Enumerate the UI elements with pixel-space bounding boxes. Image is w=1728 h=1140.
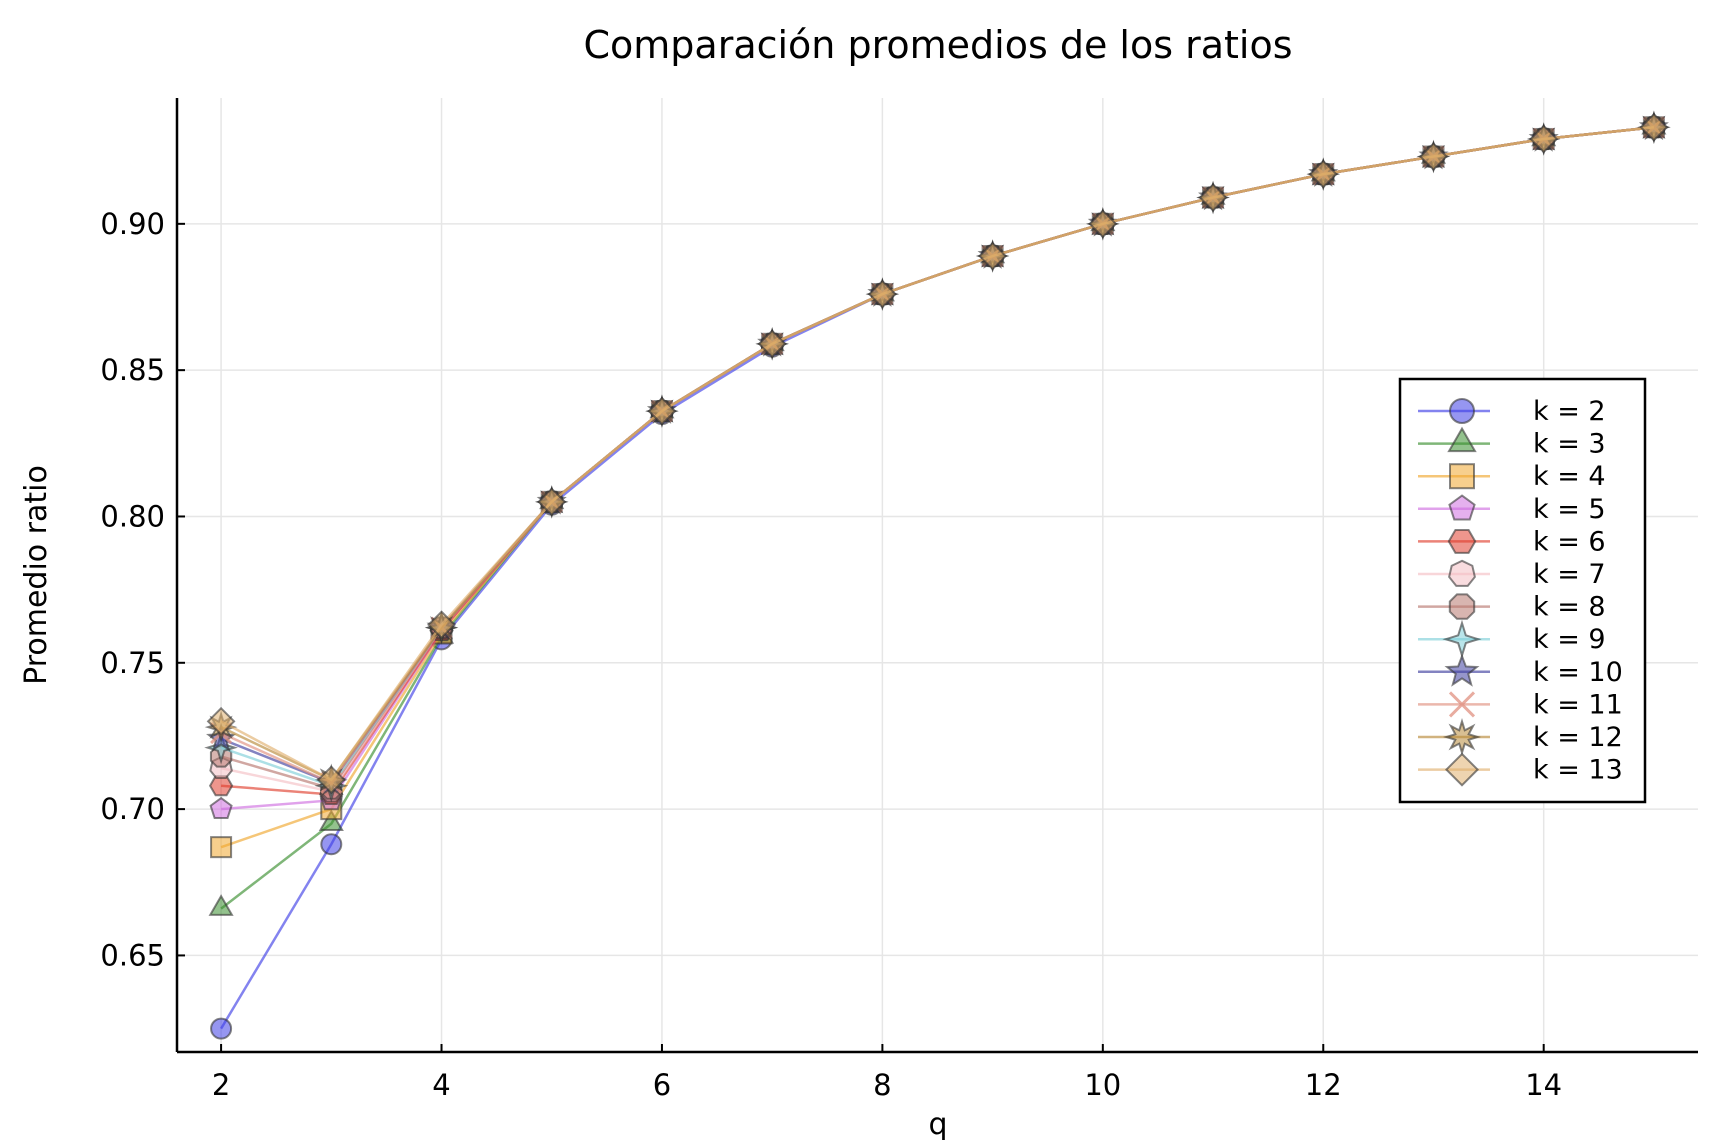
legend-label: k = 3 [1533, 429, 1606, 460]
legend-entry: k = 10 [1418, 653, 1623, 688]
x-ticks: 2 4 6 8 10 12 14 [212, 1044, 1562, 1102]
y-tick-label: 0.70 [100, 792, 165, 826]
legend-entry: k = 9 [1418, 619, 1606, 659]
data-point [318, 809, 344, 831]
data-point [757, 329, 787, 359]
data-point [320, 833, 343, 856]
y-axis-title: Promedio ratio [19, 465, 54, 685]
legend-label: k = 13 [1533, 755, 1623, 786]
x-tick-label: 8 [873, 1068, 891, 1102]
data-point [647, 396, 677, 426]
legend-entry: k = 11 [1418, 689, 1623, 720]
legend-marker [1444, 653, 1480, 687]
legend-marker [1448, 691, 1476, 718]
legend-entry: k = 13 [1418, 752, 1623, 787]
legend-label: k = 10 [1533, 657, 1623, 688]
legend-label: k = 5 [1533, 494, 1606, 525]
y-tick-label: 0.80 [100, 499, 165, 533]
legend-entry: k = 4 [1418, 461, 1606, 492]
legend-box [1398, 377, 1647, 804]
legend-label: k = 7 [1533, 559, 1606, 590]
legend-label: k = 11 [1533, 689, 1623, 720]
legend-marker [1448, 494, 1476, 521]
series-line [220, 126, 1655, 782]
x-tick-label: 6 [653, 1068, 671, 1102]
legend-marker [1447, 426, 1477, 453]
y-tick-label: 0.85 [100, 353, 165, 387]
x-tick-label: 10 [1084, 1068, 1121, 1102]
series-12 [206, 112, 1669, 795]
legend-marker [1449, 463, 1475, 490]
legend-marker [1448, 593, 1476, 620]
legend: k = 2k = 3k = 4k = 5k = 6k = 7k = 8k = 9… [1398, 377, 1647, 804]
legend-label: k = 8 [1533, 592, 1606, 623]
legend-label: k = 12 [1533, 722, 1623, 753]
y-tick-label: 0.65 [100, 938, 165, 972]
x-axis-title: q [928, 1107, 947, 1140]
legend-label: k = 9 [1533, 624, 1606, 655]
data-point [1198, 183, 1228, 212]
data-point [210, 836, 233, 859]
data-point [537, 487, 567, 517]
legend-marker [1449, 398, 1475, 424]
legend-entry: k = 12 [1418, 718, 1623, 756]
series-layer [204, 110, 1671, 1040]
legend-entry: k = 8 [1418, 592, 1606, 623]
legend-entry: k = 2 [1418, 396, 1606, 427]
data-point [210, 1017, 233, 1040]
y-ticks: 0.65 0.70 0.75 0.80 0.85 0.90 [100, 207, 185, 972]
data-point [208, 894, 234, 916]
axes [175, 98, 1698, 1054]
data-point [316, 765, 346, 795]
x-tick-label: 2 [212, 1068, 230, 1102]
legend-marker [1444, 752, 1480, 787]
data-point [427, 610, 456, 640]
data-point [867, 279, 897, 309]
legend-marker [1448, 559, 1476, 587]
data-point [209, 796, 233, 820]
legend-entry: k = 3 [1418, 426, 1606, 460]
data-point [1088, 209, 1118, 239]
legend-label: k = 2 [1533, 396, 1606, 427]
x-tick-label: 12 [1305, 1068, 1342, 1102]
data-point [1419, 142, 1448, 171]
y-tick-label: 0.75 [100, 646, 165, 680]
legend-marker [1447, 528, 1477, 554]
data-point [1308, 159, 1338, 189]
legend-entry: k = 7 [1418, 559, 1606, 590]
data-point [1639, 112, 1669, 142]
data-point [978, 241, 1008, 271]
data-point [206, 706, 236, 736]
data-point [1529, 124, 1559, 154]
legend-label: k = 4 [1533, 461, 1606, 492]
legend-entry: k = 6 [1418, 526, 1606, 557]
legend-marker [1443, 718, 1481, 756]
x-tick-label: 14 [1525, 1068, 1562, 1102]
x-tick-label: 4 [432, 1068, 450, 1102]
legend-entry: k = 5 [1418, 494, 1606, 525]
legend-label: k = 6 [1533, 526, 1606, 557]
chart-title: Comparación promedios de los ratios [583, 23, 1292, 67]
y-tick-label: 0.90 [100, 207, 165, 241]
